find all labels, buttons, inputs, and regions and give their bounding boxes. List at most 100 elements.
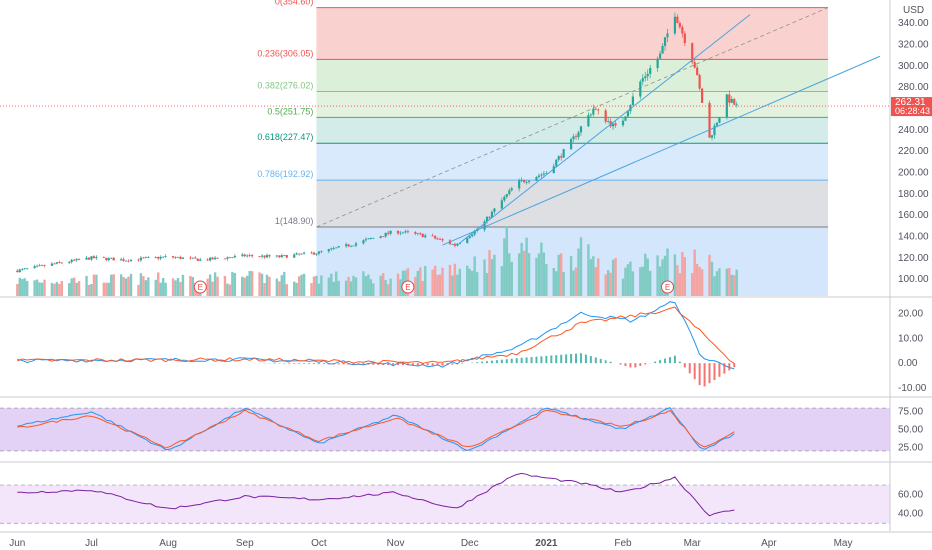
volume-bar xyxy=(38,282,41,296)
macd-histogram-bar xyxy=(476,362,479,364)
candle-body xyxy=(73,259,76,261)
macd-histogram-bar xyxy=(619,363,622,365)
volume-bar xyxy=(735,269,738,296)
macd-histogram-bar xyxy=(490,360,493,364)
candle-body xyxy=(87,257,91,260)
x-tick-label: Mar xyxy=(684,538,702,549)
fib-zone xyxy=(316,7,828,60)
volume-bar xyxy=(258,272,261,296)
fibonacci-retracement[interactable]: 0(354.60) 0.236(306.05) 0.382(276.02) 0.5(2… xyxy=(257,0,829,296)
y-tick-label: -10.00 xyxy=(898,383,927,394)
macd-histogram-bar xyxy=(362,363,365,365)
volume-bar xyxy=(372,283,375,296)
macd-histogram-bar xyxy=(703,363,706,387)
volume-bar xyxy=(700,269,704,296)
x-tick-label: Nov xyxy=(387,538,405,549)
candle-body xyxy=(362,240,365,244)
candle-body xyxy=(629,105,632,112)
candle-body xyxy=(194,257,197,259)
uptrend-line xyxy=(459,14,751,244)
macd-histogram-bar xyxy=(579,353,582,364)
candle-body xyxy=(579,126,583,133)
volume-bar xyxy=(609,272,612,296)
candle-body xyxy=(431,235,434,237)
candle-body xyxy=(730,99,733,103)
currency-label: USD xyxy=(903,5,924,16)
candle-body xyxy=(372,237,375,239)
candle-body xyxy=(713,125,716,136)
volume-bar xyxy=(639,267,642,296)
price-tick-label: 300.00 xyxy=(898,61,929,72)
volume-bar xyxy=(500,266,504,296)
fib-level-label: 0.382(276.02) xyxy=(257,80,313,90)
candle-body xyxy=(626,111,630,117)
volume-bar xyxy=(466,265,469,296)
volume-bar xyxy=(337,280,340,296)
volume-bar xyxy=(483,259,486,296)
volume-bar xyxy=(698,266,701,296)
candle-body xyxy=(295,253,298,255)
macd-histogram-bar xyxy=(441,363,444,366)
macd-histogram-bar xyxy=(594,357,597,364)
candle-body xyxy=(164,256,167,257)
candle-body xyxy=(500,200,503,209)
volume-bar xyxy=(154,279,157,296)
x-tick-label: Apr xyxy=(761,538,777,549)
candle-body xyxy=(302,252,306,254)
macd-histogram-bar xyxy=(317,363,320,365)
volume-bar xyxy=(53,283,56,296)
candle-body xyxy=(275,255,278,257)
volume-bar xyxy=(587,244,590,296)
candle-body xyxy=(16,270,19,273)
price-tick-label: 200.00 xyxy=(898,168,929,179)
earnings-marker-label: E xyxy=(665,283,670,292)
volume-bar xyxy=(505,226,509,296)
candle-body xyxy=(542,173,545,175)
candle-body xyxy=(520,180,523,181)
price-tick-label: 280.00 xyxy=(898,82,929,93)
volume-bar xyxy=(55,281,59,296)
volume-bar xyxy=(424,266,427,296)
x-tick-label: Aug xyxy=(159,538,177,549)
volume-bar xyxy=(90,283,93,296)
candle-body xyxy=(545,173,548,174)
candle-body xyxy=(733,99,736,105)
volume-bar xyxy=(127,276,130,296)
price-tick-label: 180.00 xyxy=(898,189,929,200)
candle-body xyxy=(456,243,459,246)
macd-histogram-bar xyxy=(629,363,632,368)
fib-level-label: 0.786(192.92) xyxy=(257,169,313,179)
candle-body xyxy=(438,239,442,240)
candle-body xyxy=(649,67,652,74)
x-tick-label: Jul xyxy=(85,538,98,549)
macd-histogram-bar xyxy=(713,363,716,381)
volume-bar xyxy=(302,273,306,296)
trendline-drawings[interactable] xyxy=(0,14,890,246)
volume-bar xyxy=(661,259,664,296)
volume-bar xyxy=(646,258,649,296)
volume-bar xyxy=(569,256,573,296)
candle-body xyxy=(231,257,234,259)
candle-body xyxy=(251,255,254,257)
candle-body xyxy=(354,243,358,246)
price-tick-label: 160.00 xyxy=(898,210,929,221)
candle-body xyxy=(483,221,486,230)
candle-body xyxy=(466,238,469,243)
volume-bar xyxy=(641,266,644,296)
candle-body xyxy=(518,180,521,189)
macd-histogram-bar xyxy=(451,363,454,365)
macd-histogram-bar xyxy=(728,363,731,371)
candle-body xyxy=(416,233,419,235)
volume-bar xyxy=(335,271,338,296)
macd-histogram-bar xyxy=(599,358,602,364)
volume-bar xyxy=(87,284,91,296)
candle-body xyxy=(157,256,160,259)
macd-histogram-bar xyxy=(505,359,508,364)
macd-histogram-bar xyxy=(436,363,439,366)
candle-body xyxy=(508,190,511,195)
candle-body xyxy=(50,263,54,266)
candle-body xyxy=(26,268,29,270)
